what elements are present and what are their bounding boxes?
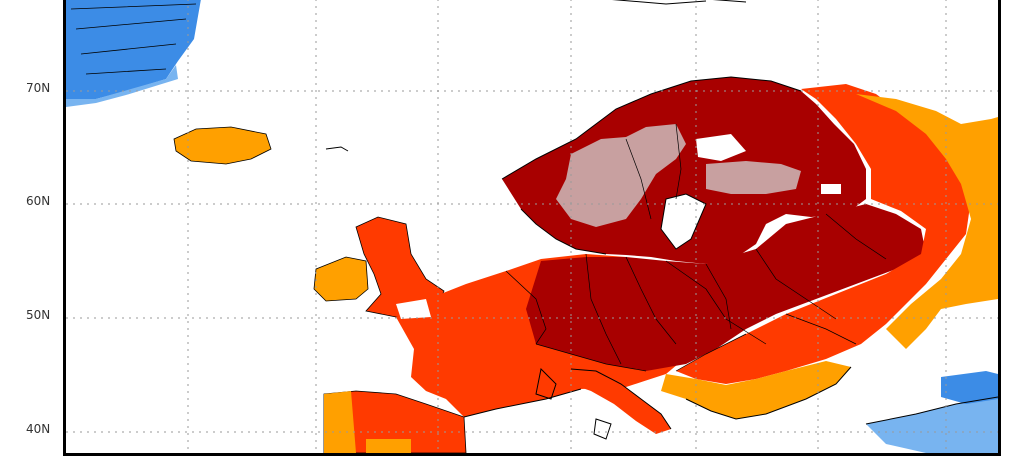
greenland-region [66,0,201,107]
latitude-label-40n: 40N [26,422,51,436]
latitude-label-70n: 70N [26,81,51,95]
iberia-region [323,390,467,453]
eastern-europe-very-high-zone [676,84,971,384]
iceland-region [173,126,272,165]
longitude-gridlines [187,0,947,453]
latitude-label-50n: 50N [26,308,51,322]
far-east-moderate-zone [856,94,998,349]
anomaly-map [66,0,998,453]
ireland-region [313,256,369,302]
central-europe-extreme-zone [526,204,926,371]
coastlines [325,0,998,440]
latitude-gridlines [66,90,998,433]
italy-region [571,369,671,434]
balkans-moderate-zone [661,361,851,419]
top-category-zone [556,124,801,227]
map-frame [63,0,1001,456]
country-borders [505,123,887,372]
turkey-negative-zone [866,371,998,453]
inland-seas [396,184,841,319]
latitude-label-60n: 60N [26,194,51,208]
